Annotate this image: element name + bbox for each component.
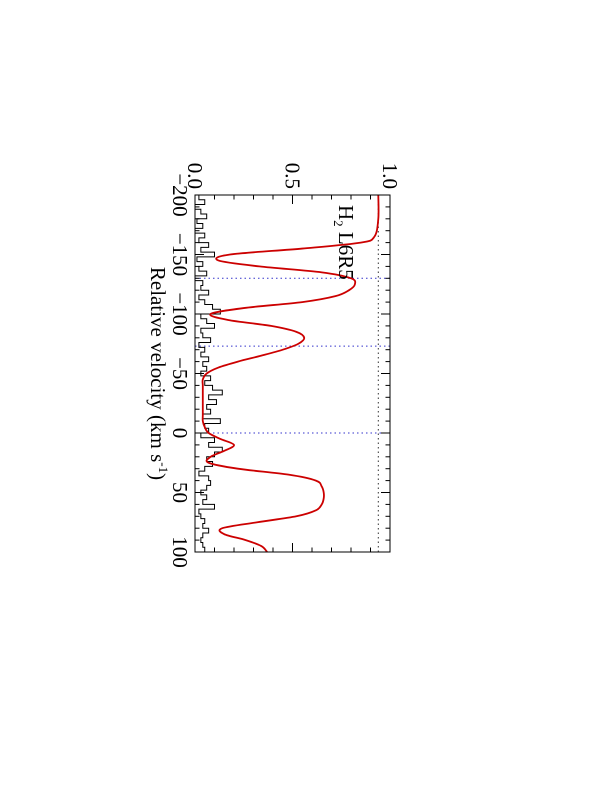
annotation-subscript: 2 — [331, 220, 346, 227]
model-curve — [201, 195, 380, 552]
y-tick-label: 1.0 — [378, 163, 402, 189]
plot-area: −200 −150 −100 −50 0 50 100 0.0 0.5 1.0 Relative v… — [146, 163, 402, 568]
x-axis-title-main: Relative velocity (km s — [146, 267, 170, 462]
x-tick-label: −100 — [168, 292, 192, 335]
x-axis-title-close: ) — [146, 473, 170, 480]
x-axis-title-exponent: -1 — [156, 462, 171, 473]
line-annotation: H2 L6R5 — [331, 205, 358, 280]
x-tick-label: −150 — [168, 233, 192, 276]
y-tick-label: 0.5 — [281, 163, 305, 189]
annotation-transition: L6R5 — [334, 227, 358, 280]
y-tick-label: 0.0 — [183, 163, 207, 189]
x-tick-label: −200 — [168, 173, 192, 216]
rotated-plot-group: −200 −150 −100 −50 0 50 100 0.0 0.5 1.0 Relative v… — [146, 163, 402, 568]
annotation-species: H — [334, 205, 358, 220]
x-tick-label: 100 — [168, 536, 192, 568]
x-tick-label: 0 — [168, 428, 192, 439]
x-axis-title: Relative velocity (km s-1) — [146, 267, 171, 480]
x-tick-label: −50 — [168, 357, 192, 390]
x-tick-label: 50 — [168, 482, 192, 503]
data-histogram — [195, 195, 223, 552]
